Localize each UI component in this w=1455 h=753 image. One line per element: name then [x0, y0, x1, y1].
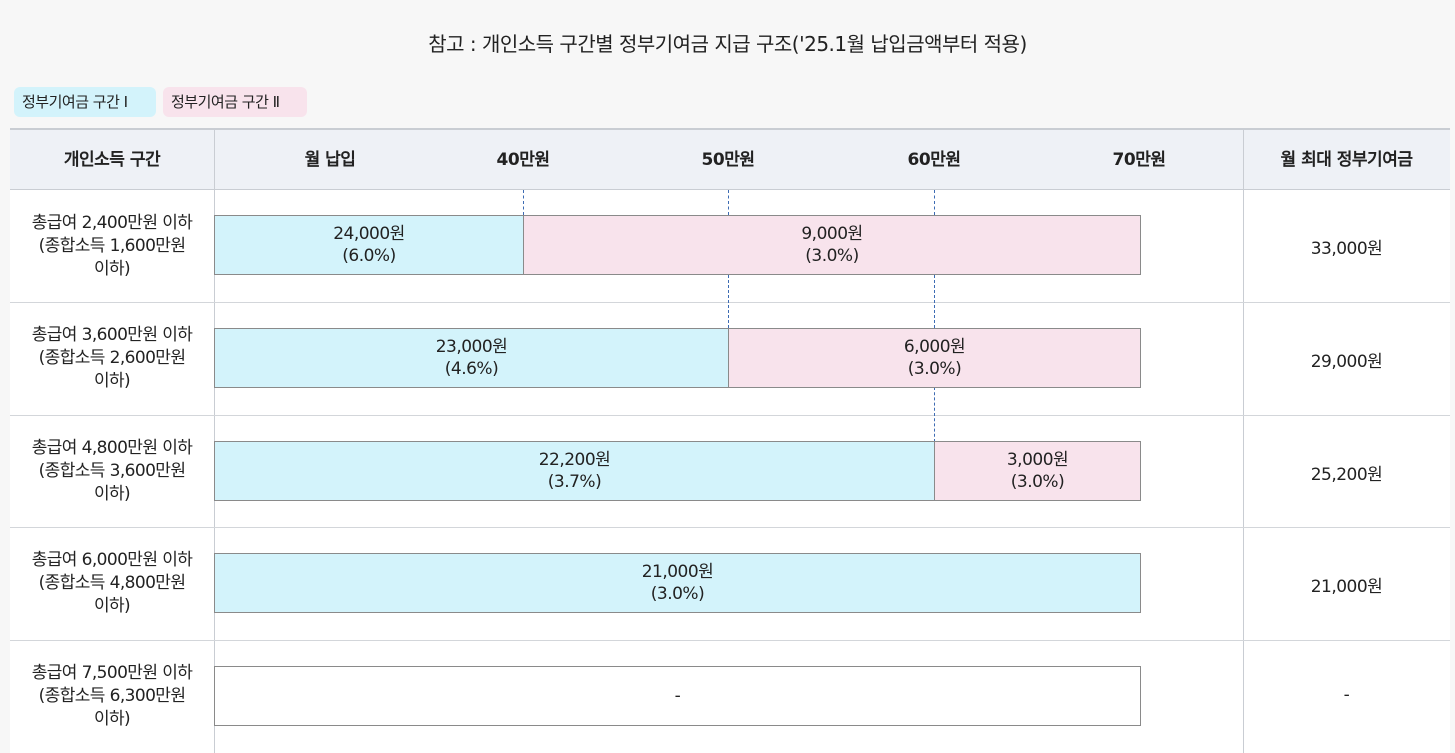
band-2-amount: 6,000원 — [903, 337, 966, 357]
table-header: 개인소득 구간 월 납입 40만원 50만원 60만원 70만원 월 최대 정부… — [10, 130, 1450, 190]
row-label-line: (종합소득 6,300만원 — [38, 686, 186, 706]
band-2-rate: (3.0%) — [1010, 472, 1065, 492]
row-3-band-1-bar: 22,200원 (3.7%) — [214, 441, 935, 501]
table-row-2-label: 총급여 3,600만원 이하 (종합소득 2,600만원 이하) — [10, 324, 214, 393]
row-4-max-contribution: 21,000원 — [1310, 577, 1383, 597]
row-label-line: 이하) — [93, 596, 131, 616]
row-divider — [10, 302, 1450, 303]
band-2-amount: 3,000원 — [1006, 450, 1069, 470]
tick-guide-60 — [934, 387, 935, 442]
row-2-max-contribution: 29,000원 — [1310, 352, 1383, 372]
row-label-line: (종합소득 3,600만원 — [38, 461, 186, 481]
row-1-band-2-bar: 9,000원 (3.0%) — [523, 215, 1141, 275]
band-1-rate: (4.6%) — [444, 359, 499, 379]
row-3-band-2-bar: 3,000원 (3.0%) — [934, 441, 1141, 501]
band-2-amount: 9,000원 — [801, 224, 863, 244]
table-row-1-label: 총급여 2,400만원 이하 (종합소득 1,600만원 이하) — [10, 212, 214, 281]
band-1-amount: 22,200원 — [538, 450, 611, 470]
tick-guide-50 — [728, 190, 729, 215]
row-4-band-1-bar: 21,000원 (3.0%) — [214, 553, 1141, 613]
band-1-rate: (6.0%) — [342, 246, 396, 266]
band-1-amount: 23,000원 — [435, 337, 508, 357]
header-tick-50: 50만원 — [701, 150, 755, 170]
contribution-table: 개인소득 구간 월 납입 40만원 50만원 60만원 70만원 월 최대 정부… — [10, 128, 1450, 753]
header-monthly-payment: 월 납입 — [304, 150, 356, 170]
tick-guide-60 — [934, 190, 935, 215]
row-label-line: 이하) — [93, 484, 131, 504]
row-label-line: 총급여 4,800만원 이하 — [31, 438, 193, 458]
header-max-contribution: 월 최대 정부기여금 — [1280, 150, 1413, 170]
table-row-4-label: 총급여 6,000만원 이하 (종합소득 4,800만원 이하) — [10, 549, 214, 618]
band-1-amount: 24,000원 — [333, 224, 405, 244]
row-2-band-2-bar: 6,000원 (3.0%) — [728, 328, 1141, 388]
tick-guide-40 — [523, 190, 524, 215]
column-divider — [1243, 130, 1244, 753]
row-divider — [10, 527, 1450, 528]
no-contribution-text: - — [674, 686, 681, 706]
row-label-line: 총급여 7,500만원 이하 — [31, 663, 193, 683]
row-1-band-1-bar: 24,000원 (6.0%) — [214, 215, 524, 275]
row-divider — [10, 415, 1450, 416]
row-3-max-contribution: 25,200원 — [1310, 465, 1383, 485]
row-label-line: 이하) — [93, 371, 131, 391]
row-2-band-1-bar: 23,000원 (4.6%) — [214, 328, 729, 388]
page-title: 참고 : 개인소득 구간별 정부기여금 지급 구조('25.1월 납입금액부터 … — [428, 32, 1027, 56]
tick-guide-50 — [728, 275, 729, 328]
row-label-line: (종합소득 1,600만원 — [38, 236, 186, 256]
band-2-rate: (3.0%) — [805, 246, 859, 266]
row-label-line: 총급여 6,000만원 이하 — [31, 550, 193, 570]
row-label-line: 총급여 3,600만원 이하 — [31, 325, 193, 345]
table-row-5-label: 총급여 7,500만원 이하 (종합소득 6,300만원 이하) — [10, 662, 214, 731]
band-1-amount: 21,000원 — [641, 562, 714, 582]
header-tick-40: 40만원 — [496, 150, 550, 170]
row-divider — [10, 640, 1450, 641]
legend-band-1: 정부기여금 구간 Ⅰ — [14, 87, 156, 117]
row-label-line: (종합소득 4,800만원 — [38, 573, 186, 593]
header-income-band: 개인소득 구간 — [63, 150, 161, 170]
row-5-max-contribution: - — [1343, 685, 1350, 705]
row-label-line: 이하) — [93, 259, 131, 279]
table-row-3-label: 총급여 4,800만원 이하 (종합소득 3,600만원 이하) — [10, 437, 214, 506]
tick-guide-60 — [934, 275, 935, 328]
band-2-rate: (3.0%) — [907, 359, 962, 379]
row-label-line: 총급여 2,400만원 이하 — [31, 213, 193, 233]
band-1-rate: (3.7%) — [547, 472, 602, 492]
row-1-max-contribution: 33,000원 — [1310, 239, 1383, 259]
header-tick-70: 70만원 — [1112, 150, 1166, 170]
row-label-line: 이하) — [93, 709, 131, 729]
row-5-empty-bar: - — [214, 666, 1141, 726]
band-1-rate: (3.0%) — [650, 584, 705, 604]
row-label-line: (종합소득 2,600만원 — [38, 348, 186, 368]
header-tick-60: 60만원 — [907, 150, 961, 170]
legend-band-2: 정부기여금 구간 Ⅱ — [163, 87, 307, 117]
